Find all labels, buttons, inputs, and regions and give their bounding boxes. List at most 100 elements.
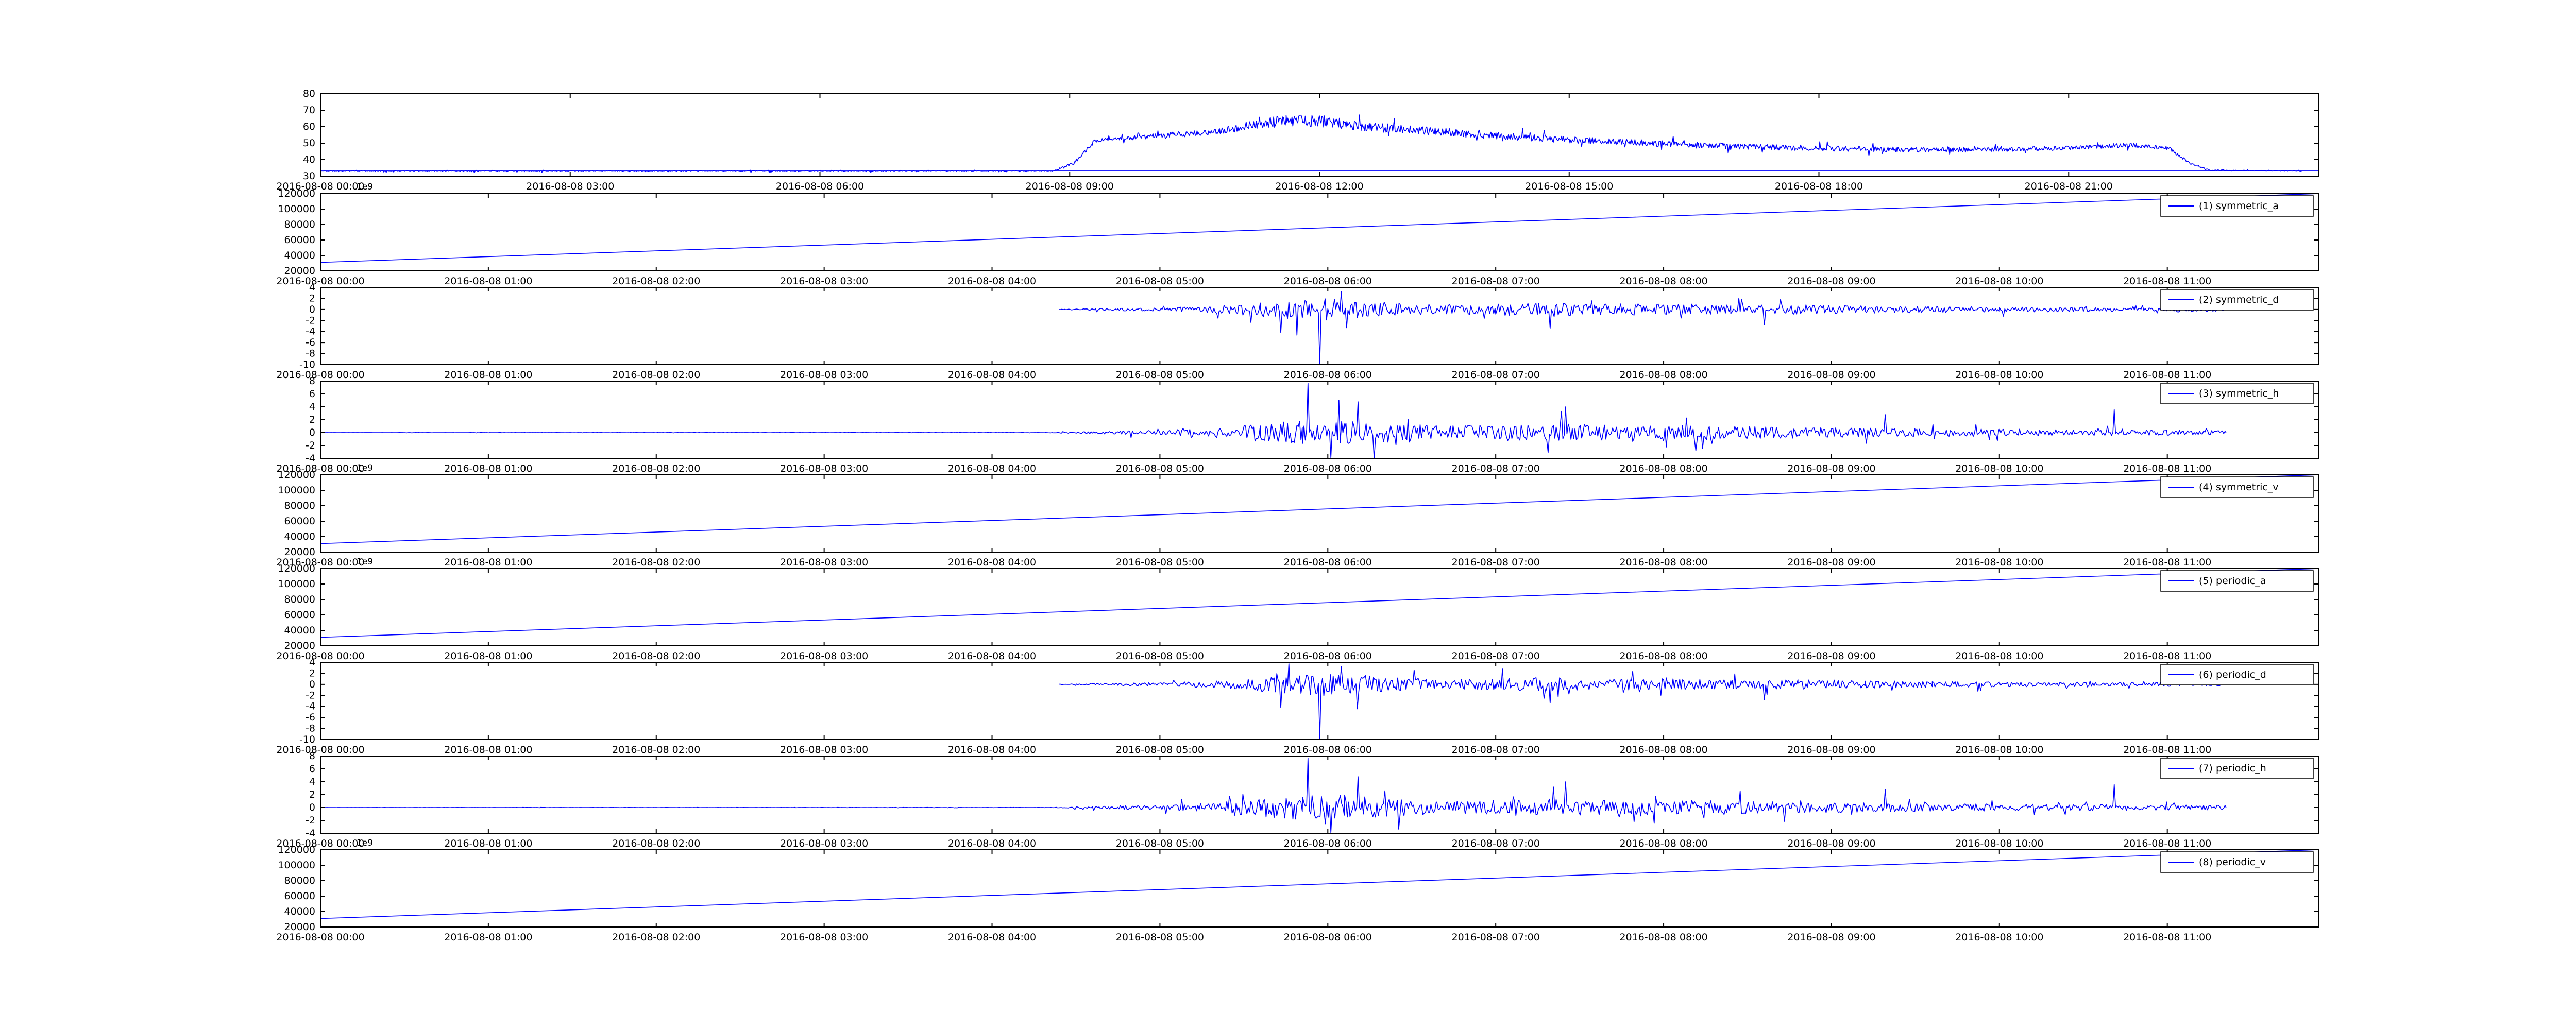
y-tick-label: 50: [303, 138, 315, 149]
x-tick-label: 2016-08-08 07:00: [1452, 838, 1540, 849]
legend-label: (1) symmetric_a: [2199, 200, 2279, 212]
x-tick-label: 2016-08-08 01:00: [444, 650, 532, 662]
x-tick-label: 2016-08-08 05:00: [1116, 369, 1204, 381]
y-tick-label: 30: [303, 170, 315, 182]
x-tick-label: 2016-08-08 01:00: [444, 276, 532, 287]
x-tick-label: 2016-08-08 08:00: [1619, 650, 1707, 662]
y-tick-label: 70: [303, 105, 315, 116]
x-tick-label: 2016-08-08 10:00: [1955, 650, 2043, 662]
series-detail: [320, 382, 2227, 459]
legend-label: (3) symmetric_h: [2199, 388, 2279, 399]
x-tick-label: 2016-08-08 06:00: [1284, 276, 1372, 287]
series-trend: [320, 568, 2319, 638]
x-tick-label: 2016-08-08 09:00: [1787, 557, 1875, 568]
x-tick-label: 2016-08-08 08:00: [1619, 557, 1707, 568]
x-tick-label: 2016-08-08 11:00: [2123, 463, 2211, 474]
legend-label: (8) periodic_v: [2199, 856, 2266, 868]
subplot-symmetric_d: 2016-08-08 00:00 2016-08-08 01:00 2016-08-…: [276, 282, 2319, 381]
axes-frame: [320, 849, 2319, 928]
y-tick-label: -6: [306, 712, 315, 723]
y-tick-label: 40000: [284, 625, 315, 636]
y-tick-label: 4: [309, 657, 315, 668]
x-tick-label: 2016-08-08 11:00: [2123, 744, 2211, 756]
axes-frame: [320, 193, 2319, 271]
legend-label: (7) periodic_h: [2199, 763, 2266, 774]
axis-offset-text: 1e9: [357, 838, 373, 848]
x-tick-label: 2016-08-08 07:00: [1452, 650, 1540, 662]
y-tick-label: 0: [309, 427, 315, 438]
plot-area-periodic_v: 2016-08-08 00:00 2016-08-08 01:00 2016-08-…: [276, 838, 2319, 943]
x-tick-label: 2016-08-08 02:00: [612, 838, 700, 849]
x-tick-label: 2016-08-08 02:00: [612, 557, 700, 568]
x-tick-label: 2016-08-08 07:00: [1452, 557, 1540, 568]
y-tick-label: 4: [309, 776, 315, 787]
y-tick-label: 60000: [284, 609, 315, 621]
series-signal: [320, 114, 2302, 173]
plot-area-periodic_a: 2016-08-08 00:00 2016-08-08 01:00 2016-08-…: [276, 557, 2319, 662]
x-tick-label: 2016-08-08 00:00: [276, 276, 364, 287]
y-tick-label: 60000: [284, 234, 315, 246]
y-tick-label: -4: [306, 701, 315, 712]
y-tick-label: 4: [309, 282, 315, 293]
x-tick-label: 2016-08-08 08:00: [1619, 369, 1707, 381]
y-tick-label: -4: [306, 453, 315, 464]
plot-area-symmetric_d: 2016-08-08 00:00 2016-08-08 01:00 2016-08-…: [276, 282, 2319, 381]
y-tick-label: 6: [309, 763, 315, 775]
y-tick-label: 80000: [284, 875, 315, 886]
x-tick-label: 2016-08-08 10:00: [1955, 463, 2043, 474]
legend-label: (6) periodic_d: [2199, 669, 2266, 680]
x-tick-label: 2016-08-08 11:00: [2123, 932, 2211, 943]
x-tick-label: 2016-08-08 02:00: [612, 650, 700, 662]
y-tick-label: -4: [306, 828, 315, 839]
x-tick-label: 2016-08-08 05:00: [1116, 463, 1204, 474]
x-tick-label: 2016-08-08 00:00: [276, 932, 364, 943]
axes-frame: [320, 93, 2319, 177]
x-tick-label: 2016-08-08 12:00: [1275, 181, 1363, 192]
x-tick-label: 2016-08-08 05:00: [1116, 276, 1204, 287]
x-tick-label: 2016-08-08 04:00: [948, 838, 1036, 849]
axes-frame: [320, 662, 2319, 740]
y-tick-label: 40000: [284, 531, 315, 542]
x-tick-label: 2016-08-08 02:00: [612, 744, 700, 756]
y-tick-label: 100000: [278, 485, 315, 496]
y-tick-label: 2: [309, 414, 315, 425]
x-tick-label: 2016-08-08 08:00: [1619, 932, 1707, 943]
x-tick-label: 2016-08-08 00:00: [276, 838, 364, 849]
y-tick-label: 20000: [284, 640, 315, 651]
y-tick-label: 4: [309, 401, 315, 413]
y-tick-label: 40: [303, 154, 315, 165]
plot-area-symmetric_a: 2016-08-08 00:00 2016-08-08 01:00 2016-08-…: [276, 182, 2319, 287]
x-tick-label: 2016-08-08 06:00: [1284, 369, 1372, 381]
y-tick-label: 60000: [284, 890, 315, 902]
x-tick-label: 2016-08-08 07:00: [1452, 369, 1540, 381]
x-tick-label: 2016-08-08 07:00: [1452, 932, 1540, 943]
series-trend: [320, 474, 2319, 544]
x-tick-label: 2016-08-08 04:00: [948, 557, 1036, 568]
series-trend: [320, 849, 2319, 919]
axis-offset-text: 1e9: [357, 557, 373, 567]
y-tick-label: 6: [309, 388, 315, 400]
x-tick-label: 2016-08-08 04:00: [948, 369, 1036, 381]
y-tick-label: 120000: [278, 188, 315, 199]
x-tick-label: 2016-08-08 00:00: [276, 181, 364, 192]
y-tick-label: 40000: [284, 906, 315, 917]
y-tick-label: -2: [306, 315, 315, 326]
series-detail: [1059, 663, 2227, 739]
x-tick-label: 2016-08-08 05:00: [1116, 838, 1204, 849]
axes-frame: [320, 287, 2319, 365]
x-tick-label: 2016-08-08 07:00: [1452, 463, 1540, 474]
x-tick-label: 2016-08-08 03:00: [526, 181, 614, 192]
x-tick-label: 2016-08-08 21:00: [2025, 181, 2113, 192]
y-tick-label: 60000: [284, 516, 315, 527]
x-tick-label: 2016-08-08 06:00: [1284, 838, 1372, 849]
x-tick-label: 2016-08-08 03:00: [780, 838, 868, 849]
y-tick-label: 20000: [284, 921, 315, 933]
x-tick-label: 2016-08-08 04:00: [948, 463, 1036, 474]
plot-area-overview: 2016-08-08 00:00 2016-08-08 03:00 2016-08-…: [276, 88, 2319, 192]
x-tick-label: 2016-08-08 02:00: [612, 932, 700, 943]
y-tick-label: 0: [309, 679, 315, 690]
y-tick-label: 8: [309, 750, 315, 762]
y-tick-label: 80000: [284, 219, 315, 230]
x-tick-label: 2016-08-08 00:00: [276, 650, 364, 662]
x-tick-label: 2016-08-08 03:00: [780, 463, 868, 474]
